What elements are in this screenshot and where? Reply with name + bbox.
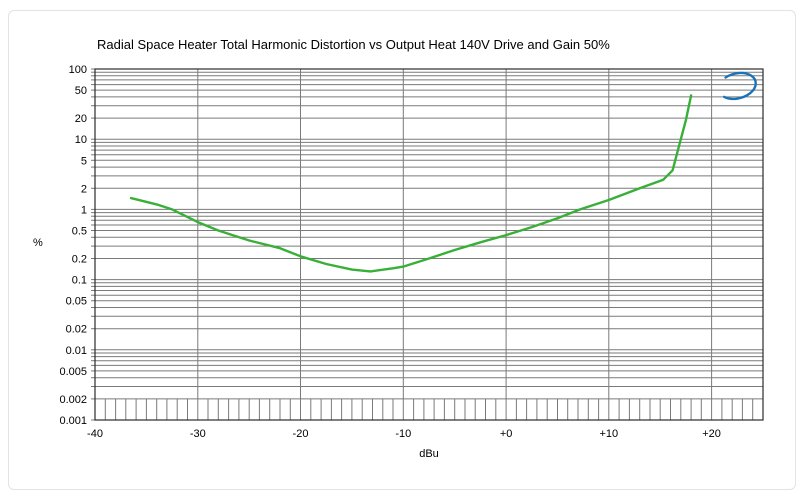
y-tick-labels: 100 50 20 10 5 2 1 0.5 0.2 0.1 0.05 0.02 0.01 0.005 0.… bbox=[59, 64, 87, 427]
svg-text:+20: +20 bbox=[702, 428, 721, 440]
svg-text:0.05: 0.05 bbox=[66, 296, 87, 308]
svg-text:5: 5 bbox=[81, 155, 87, 167]
thd-curve bbox=[129, 94, 693, 273]
chart-title: Radial Space Heater Total Harmonic Disto… bbox=[97, 37, 610, 52]
x-minor-ticks bbox=[104, 398, 754, 420]
svg-text:0.01: 0.01 bbox=[66, 345, 87, 357]
svg-text:20: 20 bbox=[75, 113, 87, 125]
svg-text:+0: +0 bbox=[500, 428, 513, 440]
svg-text:2: 2 bbox=[81, 183, 87, 195]
x-axis-label: dBu bbox=[419, 448, 439, 460]
svg-text:0.1: 0.1 bbox=[72, 275, 87, 287]
svg-text:0.2: 0.2 bbox=[72, 254, 87, 266]
svg-text:1: 1 bbox=[81, 204, 87, 216]
ap-logo-swoosh bbox=[722, 71, 757, 101]
svg-text:10: 10 bbox=[75, 134, 87, 146]
svg-text:0.002: 0.002 bbox=[59, 394, 87, 406]
y-axis-label: % bbox=[33, 237, 43, 249]
x-tick-labels: -40 -30 -20 -10 +0 +10 +20 bbox=[87, 428, 721, 440]
svg-text:-10: -10 bbox=[395, 428, 411, 440]
audio-precision-logo bbox=[714, 66, 764, 106]
horizontal-gridlines bbox=[91, 68, 763, 421]
vertical-gridlines bbox=[197, 69, 713, 420]
svg-text:50: 50 bbox=[75, 85, 87, 97]
svg-text:0.5: 0.5 bbox=[72, 226, 87, 238]
svg-text:-30: -30 bbox=[190, 428, 206, 440]
svg-text:-40: -40 bbox=[87, 428, 103, 440]
plot-border bbox=[94, 68, 764, 421]
svg-text:100: 100 bbox=[69, 64, 87, 76]
svg-text:0.005: 0.005 bbox=[59, 366, 87, 378]
svg-text:0.02: 0.02 bbox=[66, 324, 87, 336]
ap-logo-graphic bbox=[722, 71, 757, 101]
svg-text:0.001: 0.001 bbox=[59, 415, 87, 427]
svg-text:-20: -20 bbox=[293, 428, 309, 440]
svg-text:+10: +10 bbox=[599, 428, 618, 440]
